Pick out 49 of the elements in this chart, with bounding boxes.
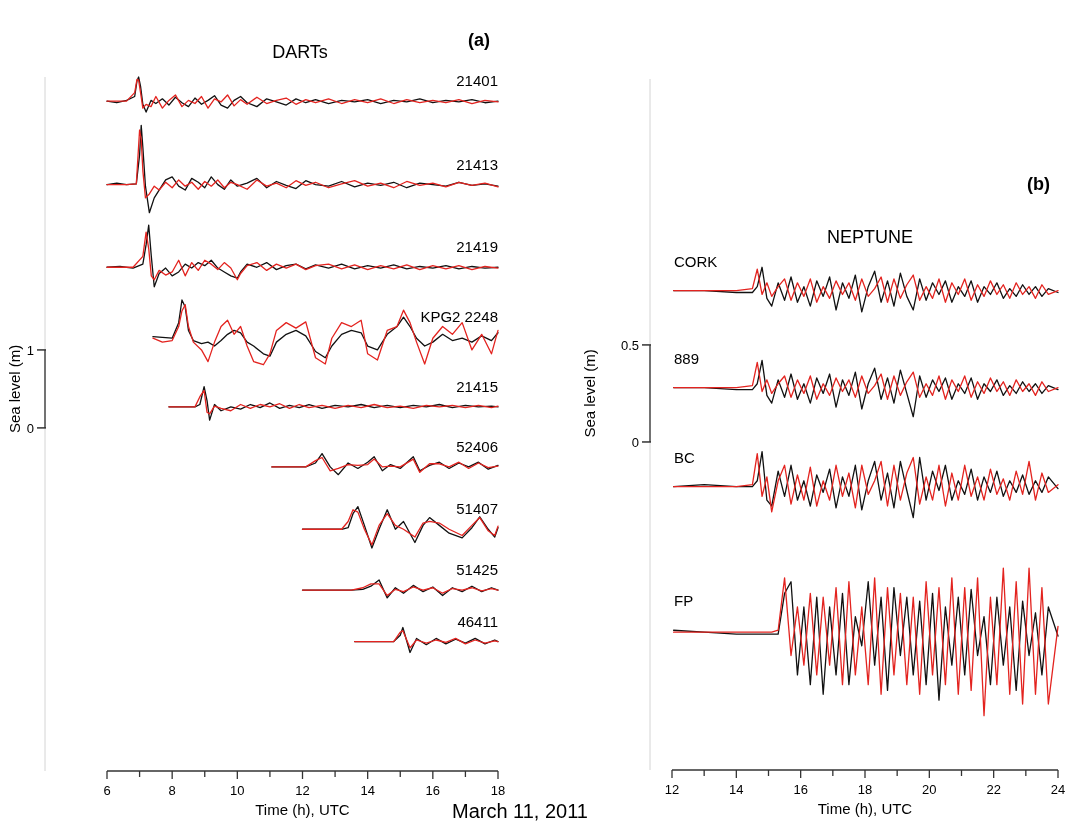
line-series — [353, 629, 499, 649]
x-tick-label: 10 — [230, 783, 245, 798]
line-series — [672, 268, 1059, 303]
series-label: 21419 — [456, 238, 498, 256]
x-tick-label: 18 — [857, 782, 873, 797]
chart-title: DARTs — [272, 42, 328, 62]
x-tick-label: 24 — [1050, 782, 1066, 797]
line-series — [106, 129, 499, 199]
text: (a) — [468, 30, 490, 50]
y-tick-label: 0 — [631, 434, 639, 450]
x-tick-label: 12 — [295, 783, 310, 798]
x-axis-title: Time (h), UTC — [255, 801, 350, 818]
series-label: BC — [674, 448, 695, 466]
x-tick-label: 16 — [425, 783, 441, 798]
series-label: 21401 — [456, 72, 498, 90]
series-label: CORK — [674, 252, 718, 270]
x-tick-label: 14 — [360, 783, 375, 798]
text: NEPTUNE — [826, 227, 914, 247]
series-label: 52406 — [456, 437, 498, 455]
series-label: 21413 — [456, 155, 498, 173]
x-tick-label: 8 — [168, 783, 176, 798]
x-tick-label: 16 — [793, 782, 808, 797]
x-tick-label: 6 — [103, 783, 111, 798]
series-label: 21415 — [456, 377, 498, 395]
y-tick-label: 1 — [26, 342, 34, 358]
x-tick-label: 18 — [490, 783, 506, 798]
line-series — [106, 224, 499, 288]
x-axis-title: Time (h), UTC — [817, 800, 913, 817]
y-tick-label: 0 — [26, 420, 34, 436]
line-series — [672, 581, 1059, 701]
x-tick-label: 22 — [986, 782, 1001, 797]
x-tick-label: 20 — [922, 782, 937, 797]
line-series — [152, 304, 499, 366]
series-label: KPG2 2248 — [420, 307, 498, 325]
series-label: 46411 — [457, 612, 498, 630]
line-series — [106, 231, 499, 281]
y-axis-title: Sea level (m) — [581, 349, 598, 438]
text: March 11, 2011 — [451, 800, 589, 822]
x-tick-label: 12 — [664, 782, 680, 797]
line-series — [152, 299, 499, 359]
series-label: 889 — [674, 349, 700, 367]
series-label: 51407 — [456, 500, 498, 518]
y-axis-title: Sea level (m) — [6, 344, 23, 434]
series-label: 51425 — [456, 561, 498, 579]
series-label: FP — [674, 592, 694, 610]
y-tick-label: 0.5 — [620, 337, 639, 353]
annotation: (b) — [1027, 174, 1050, 194]
x-tick-label: 14 — [729, 782, 744, 797]
line-series — [672, 567, 1059, 717]
